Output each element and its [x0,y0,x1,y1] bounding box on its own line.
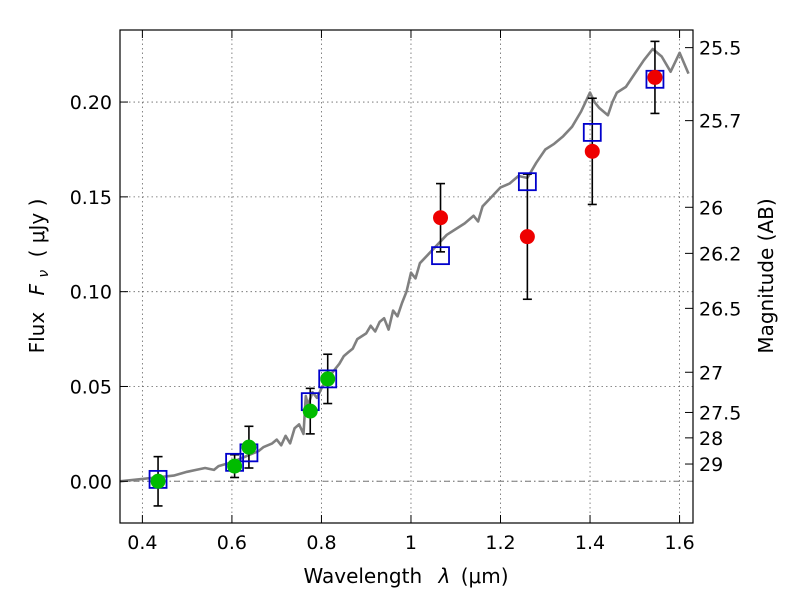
x-tick-label: 1.6 [664,532,694,554]
x-tick-label: 1.4 [575,532,605,554]
y2-tick-label: 28 [699,428,723,450]
y2-tick-label: 27 [699,362,723,384]
model-spectrum-line [119,47,690,483]
y-axis-label-unit: ( μJy ) [25,199,49,258]
y-tick-label: 0.10 [70,282,112,304]
y2-tick-label: 25.5 [699,38,741,60]
y-tick-label: 0.20 [70,92,112,114]
observed-nir-point-1 [519,229,535,245]
grid-layer [120,30,693,523]
y-tick-label: 0.15 [70,187,112,209]
observed-optical-point-0 [150,473,166,489]
y2-tick-label: 26.2 [699,243,741,265]
y2-tick-label: 26 [699,197,723,219]
model-photometry-square-4 [318,369,338,389]
x-tick-label: 0.4 [127,532,157,554]
model-photometry-square-7 [582,122,602,142]
model-photometry-square-6 [517,172,537,192]
tick-layer: 0.4 0.6 0.8 1 1.2 1.4 1.6 0.00 0.05 0.10 0.15 0.20 2… [70,30,741,554]
x-axis-label-unit: (μm) [461,564,509,588]
model-photometry-square-5 [431,246,450,266]
y-axis-label-text: Flux [25,312,49,354]
x-axis-label-text: Wavelength [303,564,422,588]
y-axis-label: Flux F ν ( μJy ) [25,199,53,354]
y2-axis-label: Magnitude (AB) [754,198,778,353]
errorbar-layer [153,40,660,507]
y2-tick-label: 27.5 [699,402,741,424]
observed-nir-point-2 [584,143,600,159]
marker-layer [148,69,665,489]
x-tick-label: 0.6 [217,532,247,554]
x-axis-label: Wavelength λ (μm) [303,564,508,588]
observed-optical-point-4 [320,371,336,387]
y2-tick-label: 25.7 [699,111,741,133]
observed-optical-point-1 [227,458,243,474]
y-tick-label: 0.05 [70,376,112,398]
y-tick-label: 0.00 [70,471,112,493]
y2-tick-label: 29 [699,454,723,476]
observed-nir-point-3 [647,69,663,85]
x-tick-label: 0.8 [306,532,336,554]
y-axis-label-subscript: ν [36,270,52,278]
observed-optical-point-2 [241,439,257,455]
spectrum-layer [119,47,690,483]
x-axis-label-symbol: λ [438,564,451,588]
observed-optical-point-3 [302,403,318,419]
x-tick-label: 1.2 [485,532,515,554]
observed-nir-point-0 [433,210,449,226]
y2-tick-label: 26.5 [699,298,741,320]
plot-frame [119,29,694,524]
x-tick-label: 1 [405,532,417,554]
y-axis-label-symbol: F [25,283,49,295]
